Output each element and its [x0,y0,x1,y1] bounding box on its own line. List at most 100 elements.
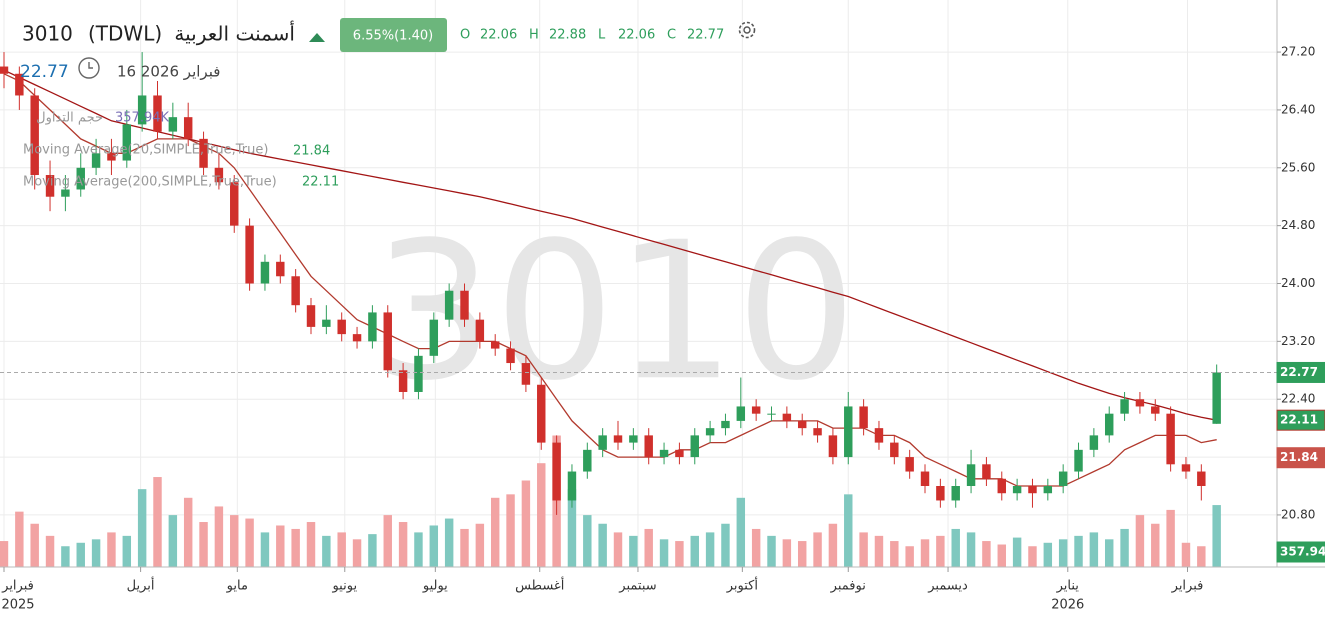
candle-body [705,428,715,436]
volume-bar [537,463,546,567]
candle-body [1104,413,1114,436]
volume-bar [276,525,285,567]
volume-bar [183,497,193,567]
symbol: 3010 [22,22,73,46]
y-tick-label: 22.40 [1281,392,1315,406]
title: أسمنت العربية [174,21,295,46]
candle-body [844,406,853,458]
volume-bar [828,523,838,567]
volume-bar [890,541,899,567]
volume-bar [91,539,101,567]
watermark: 3010 [373,201,857,422]
candle-body [168,117,178,132]
candle-body [890,442,899,458]
volume-bar [30,523,39,567]
candle-body [91,153,101,168]
candle-body [76,167,85,190]
candle-body [352,334,362,342]
candle-body [61,189,70,197]
candle-body [936,486,945,501]
candle-body [414,355,423,392]
ma-tag: 22.11 [1280,413,1318,427]
volume-bar [122,535,132,567]
candle-body [629,435,638,443]
volume-bar [844,494,853,567]
volume-bar [337,532,346,567]
candle-body [613,435,623,443]
header: 3010 (TDWL) أسمنت العربية 6.55%(1.40) 22… [20,18,756,190]
candle-body [782,413,792,421]
volume-bar [1012,537,1022,567]
candle-body [583,449,592,472]
volume-bar [1074,535,1083,567]
legend-entry: Moving Average(20,SIMPLE,True,True) [23,143,268,158]
x-tick-label: أبريل [127,577,155,594]
clock [88,62,93,69]
ohlc-key: L [598,28,606,43]
volume-bar [1166,509,1175,567]
candle-body [721,420,730,429]
volume-bar [506,494,515,567]
y-tick-label: 27.20 [1281,45,1315,59]
candle-body [291,276,300,306]
candle-body [644,435,653,458]
gear [738,21,756,39]
x-tick-label: فبراير [1,579,34,594]
candle-body [45,175,55,197]
volume-bar [475,523,485,567]
candle-body [245,225,254,284]
volume-bar [982,541,991,567]
change-badge[interactable] [340,18,447,52]
candle-body [966,464,976,486]
volume-bar [782,539,792,567]
volume-bar [230,515,239,567]
volume-bar [797,541,807,567]
candle-body [306,305,316,327]
volume-bar [15,511,24,567]
candle-body [1120,399,1129,414]
volume-bar [1089,532,1099,567]
x-year-label: 2025 [1,598,34,613]
candle-body [997,478,1006,494]
volume-bar [444,518,454,567]
volume-bar [1181,542,1191,567]
price-tag: 22.77 [1280,365,1318,379]
candle-body [920,471,930,486]
candle-body [460,290,469,320]
candle-body [30,95,39,176]
volume-bar [260,532,270,567]
x-tick-label: يوليو [422,579,448,594]
candle-body [797,420,807,429]
settings-icon[interactable] [738,21,756,39]
candle-body [1012,486,1022,494]
volume-bar [1058,539,1068,567]
y-tick-label: 26.40 [1281,102,1315,116]
volume-bar [460,528,469,567]
x-year-label: 2026 [1051,598,1084,613]
y-tick-label: 25.60 [1281,160,1315,174]
x-tick-label: نوفمبر [830,579,866,594]
x-tick-label: سبتمبر [618,579,656,594]
x-tick-label: فبراير [1171,579,1204,594]
ohlc-value: 22.06 [480,28,517,43]
clock [78,57,100,79]
candle-body [767,413,776,415]
volume-bar [368,534,377,567]
volume-bar [936,535,945,567]
ohlc-key: C [667,28,676,43]
exchange: (TDWL) [88,22,162,46]
volume-bar [153,477,162,567]
candle-body [260,261,270,284]
candle-body [813,428,822,436]
candle-body [1135,399,1145,407]
volume-bar [644,528,653,567]
volume-bar [429,525,439,567]
volume-bar [675,541,684,567]
candle-body [659,449,669,458]
volume-tag-bg [1276,541,1325,563]
axes: 20.8021.6022.4023.2024.0024.8025.6026.40… [1,45,1325,613]
date-label: 16 2026 فبراير [117,63,220,81]
volume-bar [920,539,930,567]
volume-legend-value: 357.94K [115,111,169,126]
candle-body [199,138,208,168]
